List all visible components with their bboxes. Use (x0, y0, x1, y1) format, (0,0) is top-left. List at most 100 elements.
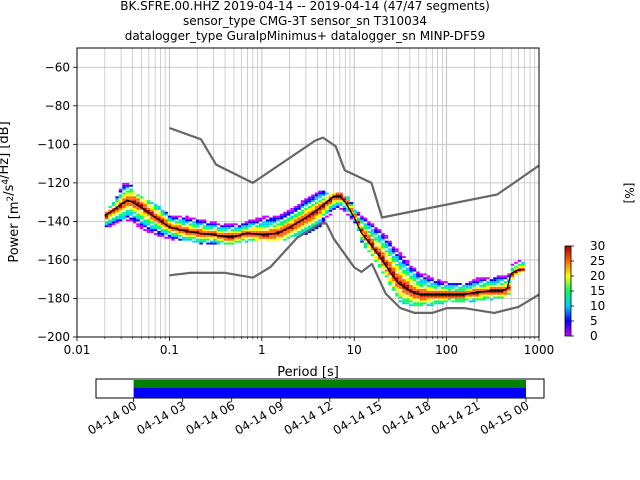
heatmap-cell (398, 290, 403, 293)
heatmap-cell (433, 292, 438, 295)
heatmap-cell (192, 223, 196, 226)
heatmap-cell (143, 221, 147, 224)
heatmap-cell (307, 196, 312, 199)
heatmap-cell (388, 263, 392, 266)
heatmap-cell (468, 288, 473, 291)
heatmap-cell (398, 275, 403, 278)
heatmap-cell (377, 240, 382, 243)
heatmap-cell (171, 232, 175, 235)
heatmap-cell (388, 240, 392, 243)
heatmap-cell (300, 205, 305, 208)
heatmap-cell (216, 231, 221, 233)
heatmap-cell (139, 205, 144, 208)
heatmap-cell (209, 221, 214, 224)
heatmap-cell (248, 238, 252, 241)
heatmap-cell (118, 188, 123, 191)
timeline-tick-label: 04-15 00 (478, 398, 532, 437)
heatmap-cell (111, 207, 116, 210)
heatmap-cell (272, 215, 277, 218)
heatmap-cell (353, 221, 357, 224)
heatmap-cell (489, 279, 494, 282)
heatmap-cell (286, 209, 291, 212)
heatmap-cell (157, 223, 161, 226)
heatmap-cell (209, 231, 214, 233)
heatmap-cell (104, 221, 109, 224)
heatmap-cell (297, 223, 301, 226)
heatmap-cell (125, 186, 130, 189)
heatmap-cell (293, 209, 298, 212)
heatmap-cell (482, 286, 487, 289)
heatmap-cell (122, 198, 126, 201)
heatmap-cell (377, 259, 382, 262)
heatmap-cell (398, 292, 403, 295)
heatmap-cell (409, 277, 413, 280)
heatmap-cell (241, 231, 245, 233)
heatmap-cell (213, 223, 217, 226)
heatmap-cell (108, 223, 112, 226)
heatmap-cell (255, 219, 259, 222)
heatmap-cell (272, 219, 277, 222)
heatmap-cell (115, 204, 119, 206)
heatmap-cell (192, 225, 196, 228)
heatmap-cell (146, 221, 151, 224)
heatmap-cell (517, 259, 522, 262)
heatmap-cell (360, 221, 364, 224)
heatmap-cell (402, 283, 406, 285)
heatmap-cell (311, 196, 315, 199)
heatmap-cell (206, 242, 210, 245)
heatmap-cell (265, 215, 270, 218)
heatmap-cell (153, 213, 158, 216)
heatmap-cell (192, 217, 196, 220)
heatmap-cell (136, 205, 140, 208)
timeline-bar (133, 388, 527, 398)
heatmap-cell (276, 217, 280, 220)
heatmap-cell (108, 213, 112, 216)
heatmap-cell (374, 259, 378, 262)
heatmap-cell (241, 223, 245, 226)
heatmap-cell (384, 242, 389, 245)
heatmap-cell (115, 196, 119, 199)
heatmap-cell (496, 292, 501, 295)
heatmap-cell (150, 207, 154, 210)
heatmap-cell (314, 202, 319, 205)
heatmap-cell (276, 219, 280, 222)
heatmap-cell (111, 209, 116, 212)
heatmap-cell (426, 288, 431, 291)
heatmap-cell (304, 217, 308, 220)
heatmap-cell (377, 238, 382, 241)
heatmap-cell (118, 215, 123, 218)
heatmap-cell (111, 219, 116, 222)
heatmap-cell (367, 236, 371, 239)
heatmap-cell (150, 231, 154, 233)
heatmap-cell (132, 221, 137, 224)
heatmap-cell (304, 232, 308, 235)
heatmap-cell (500, 288, 504, 291)
heatmap-cell (199, 229, 203, 232)
heatmap-cell (276, 231, 280, 233)
heatmap-cell (325, 196, 329, 199)
ppsd-plot: 0.01 0.1 1 10 100 1000 −60 −80 −100 −120 −140 −160… (0, 47, 554, 380)
heatmap-cell (164, 211, 168, 214)
heatmap-cell (430, 279, 434, 282)
heatmap-cell (150, 229, 154, 232)
heatmap-cell (465, 294, 469, 297)
heatmap-cell (265, 229, 270, 232)
heatmap-cell (370, 248, 375, 251)
heatmap-cell (153, 219, 158, 222)
heatmap-cell (468, 284, 473, 287)
heatmap-cell (300, 229, 305, 232)
heatmap-cell (125, 209, 130, 212)
heatmap-cell (129, 198, 133, 201)
colorbar-tick-label: 0 (590, 329, 598, 343)
heatmap-cell (405, 271, 410, 274)
heatmap-cell (157, 211, 161, 214)
heatmap-cell (209, 232, 214, 235)
heatmap-cell (283, 227, 287, 230)
heatmap-cell (125, 192, 130, 195)
heatmap-cell (325, 202, 329, 205)
heatmap-cell (405, 286, 410, 289)
heatmap-cell (132, 219, 137, 222)
heatmap-cell (188, 238, 193, 241)
